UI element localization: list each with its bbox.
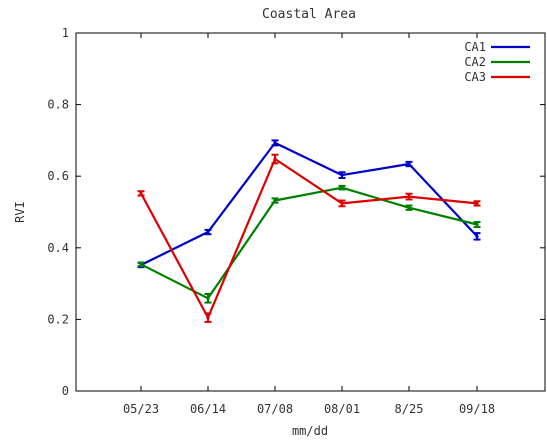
plot-frame — [75, 32, 546, 392]
y-axis-label: RVI — [13, 201, 27, 223]
data-point — [407, 206, 411, 210]
data-point — [340, 173, 344, 177]
x-axis-label: mm/dd — [292, 424, 328, 438]
legend-label: CA1 — [464, 40, 486, 54]
series-line — [140, 157, 478, 319]
data-point — [340, 201, 344, 206]
data-point — [475, 201, 479, 206]
data-point — [206, 230, 210, 234]
x-tick-label: 06/14 — [190, 402, 226, 416]
data-point — [206, 296, 210, 300]
x-tick-label: 07/08 — [257, 402, 293, 416]
axis-ticks: 0 0.2 0.4 0.6 0.8 1 05/23 06/14 07/08 08/01 8/25 09… — [47, 26, 545, 416]
y-tick-label: 0.8 — [47, 98, 69, 112]
series-layer — [137, 139, 481, 323]
data-point — [475, 234, 479, 238]
series-ca2 — [137, 184, 481, 304]
x-tick-label: 05/23 — [123, 402, 159, 416]
y-tick-label: 0.2 — [47, 312, 69, 326]
legend-label: CA3 — [464, 70, 486, 84]
y-tick-label: 1 — [62, 26, 69, 40]
data-point — [407, 162, 411, 166]
x-tick-label: 8/25 — [395, 402, 424, 416]
data-point — [139, 191, 143, 195]
data-point — [407, 195, 411, 199]
data-point — [475, 222, 479, 227]
y-tick-label: 0 — [62, 384, 69, 398]
x-tick-label: 09/18 — [459, 402, 495, 416]
series-line — [140, 141, 478, 266]
y-tick-label: 0.6 — [47, 169, 69, 183]
data-point — [273, 157, 277, 161]
series-ca3 — [137, 153, 481, 323]
y-tick-label: 0.4 — [47, 241, 69, 255]
legend-label: CA2 — [464, 55, 486, 69]
series-line — [140, 186, 478, 300]
x-tick-label: 08/01 — [324, 402, 360, 416]
series-ca1 — [137, 139, 481, 269]
data-point — [340, 186, 344, 190]
data-point — [273, 141, 277, 145]
chart-title: Coastal Area — [262, 7, 356, 22]
data-point — [206, 316, 210, 320]
data-point — [273, 198, 277, 203]
data-point — [139, 262, 143, 266]
